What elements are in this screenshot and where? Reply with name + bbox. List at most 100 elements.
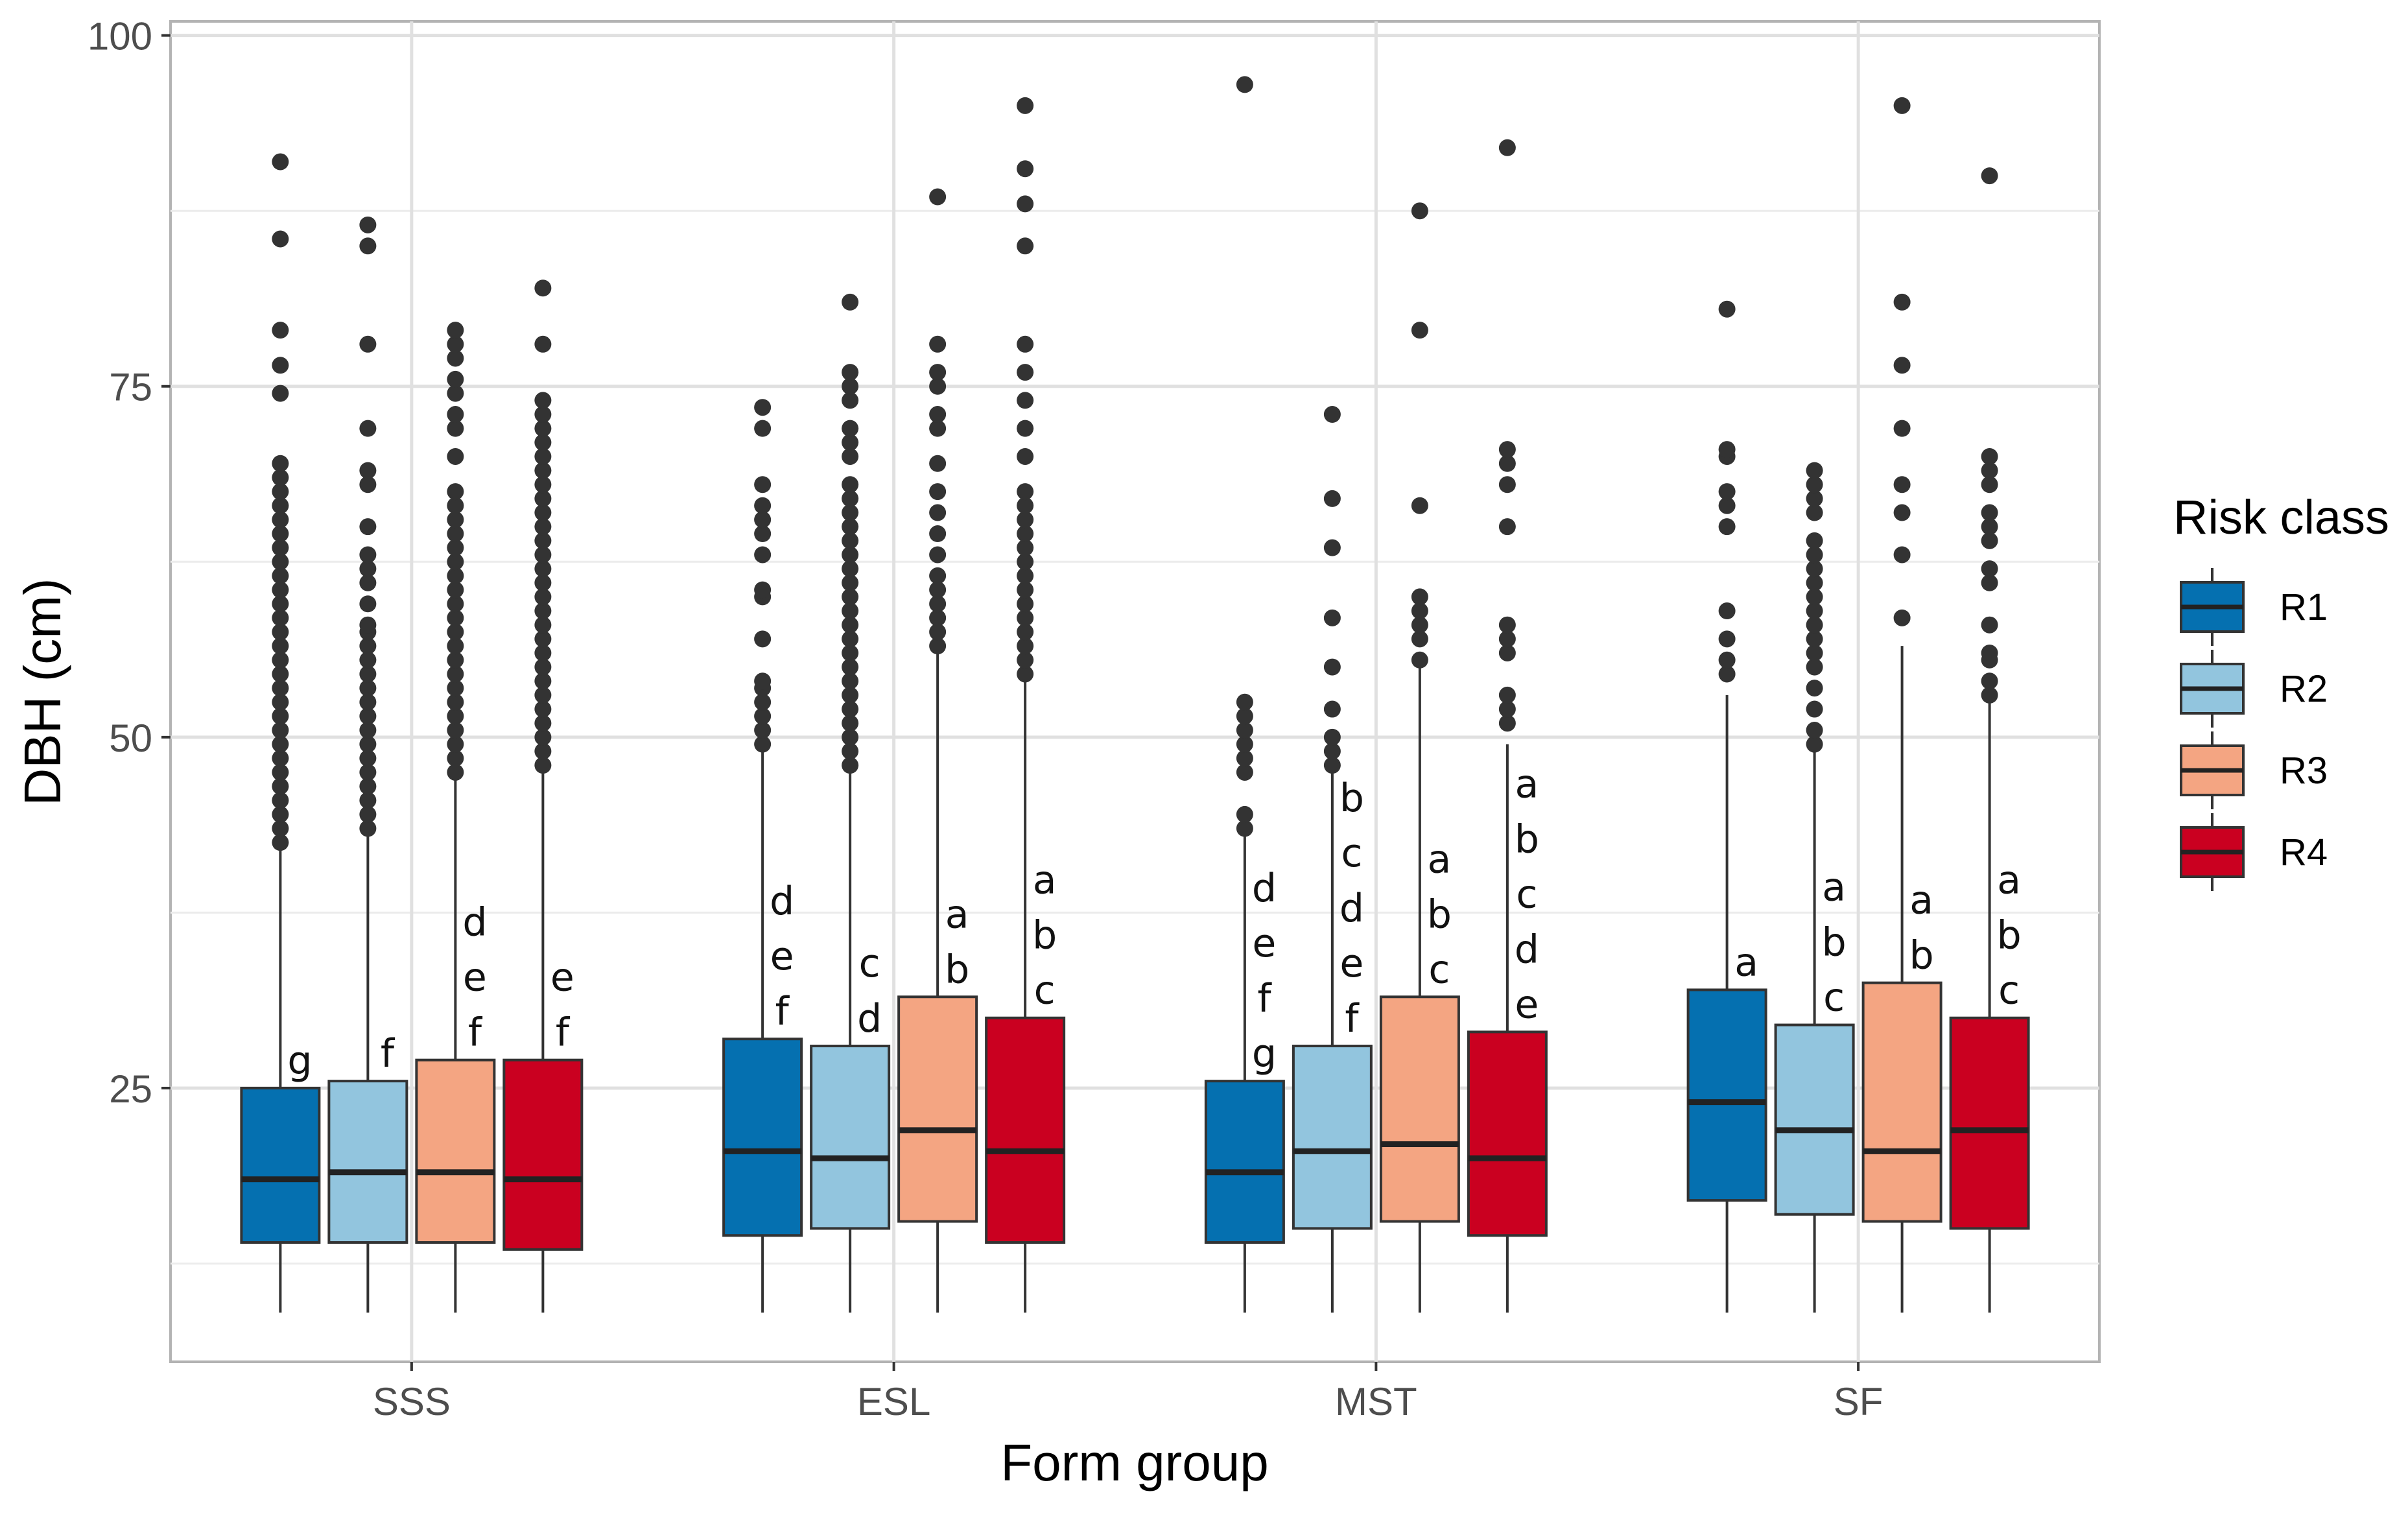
outlier-point	[1498, 644, 1516, 661]
outlier-point	[842, 490, 859, 507]
y-axis-ticks: 25 50 75 100	[88, 15, 171, 1111]
outlier-point	[1498, 630, 1516, 648]
outlier-point	[447, 750, 464, 767]
box-body	[1467, 1030, 1548, 1237]
outlier-point	[534, 532, 552, 549]
outlier-point	[1718, 665, 1736, 683]
outlier-point	[1323, 728, 1341, 746]
significance-letter: e	[1340, 941, 1363, 986]
outlier-point	[842, 644, 859, 661]
outlier-point	[359, 574, 377, 591]
box-body	[240, 1086, 321, 1244]
outlier-point	[842, 392, 859, 409]
outlier-point	[359, 680, 377, 697]
outlier-point	[1981, 167, 1998, 185]
outlier-point	[1017, 567, 1034, 584]
significance-letter: b	[1515, 816, 1539, 862]
legend: Risk class R1 R2 R3 R4	[2173, 490, 2389, 891]
outlier-point	[447, 420, 464, 437]
outlier-point	[1498, 455, 1516, 472]
outlier-point	[272, 722, 289, 739]
outlier-point	[1017, 539, 1034, 556]
outlier-point	[272, 525, 289, 543]
outlier-point	[929, 637, 947, 655]
outlier-point	[842, 518, 859, 536]
outlier-point	[929, 377, 947, 395]
outlier-point	[1806, 602, 1823, 620]
outlier-point	[534, 742, 552, 760]
outlier-point	[1806, 588, 1823, 606]
outlier-point	[1017, 511, 1034, 528]
outlier-point	[1806, 630, 1823, 648]
outlier-point	[272, 805, 289, 823]
outlier-point	[929, 364, 947, 381]
outlier-point	[842, 715, 859, 732]
outlier-point	[842, 293, 859, 311]
outlier-point	[534, 406, 552, 423]
outlier-point	[272, 651, 289, 669]
outlier-point	[1323, 609, 1341, 626]
significance-letter: a	[1997, 858, 2021, 903]
grid-lines	[171, 21, 2099, 1362]
significance-letter: a	[945, 892, 969, 937]
significance-letter: f	[775, 989, 790, 1034]
outlier-point	[272, 230, 289, 248]
outlier-point	[842, 560, 859, 578]
significance-letter: c	[1516, 872, 1537, 917]
outlier-point	[1017, 195, 1034, 213]
outlier-point	[1893, 420, 1911, 437]
outlier-point	[359, 595, 377, 613]
outlier-point	[929, 420, 947, 437]
significance-letter: g	[1252, 1031, 1277, 1076]
outlier-point	[272, 455, 289, 472]
outlier-point	[929, 406, 947, 423]
outlier-point	[1017, 637, 1034, 655]
outlier-point	[929, 595, 947, 613]
outlier-point	[359, 560, 377, 578]
outlier-point	[842, 700, 859, 718]
outlier-point	[272, 707, 289, 725]
outlier-point	[534, 447, 552, 465]
outlier-point	[1718, 518, 1736, 536]
outlier-point	[359, 420, 377, 437]
outlier-point	[754, 630, 772, 648]
outlier-point	[1498, 686, 1516, 704]
outlier-point	[272, 511, 289, 528]
outlier-point	[359, 763, 377, 781]
box-ESL-R2: cd	[810, 293, 891, 1313]
outlier-point	[447, 735, 464, 753]
box-body	[1774, 1023, 1855, 1216]
outlier-point	[754, 476, 772, 493]
outlier-point	[1236, 750, 1253, 767]
box-ESL-R1: def	[722, 399, 803, 1313]
outlier-point	[842, 672, 859, 690]
outlier-point	[447, 370, 464, 388]
significance-letter: d	[857, 996, 882, 1041]
outlier-point	[359, 518, 377, 536]
outlier-point	[1718, 497, 1736, 514]
outlier-point	[754, 511, 772, 528]
outlier-point	[447, 722, 464, 739]
significance-letter: a	[1033, 858, 1057, 903]
outlier-point	[1323, 658, 1341, 676]
x-tick-label: ESL	[857, 1380, 930, 1423]
outlier-point	[1806, 735, 1823, 753]
outlier-point	[1893, 476, 1911, 493]
outlier-point	[1893, 609, 1911, 626]
outlier-point	[1323, 490, 1341, 507]
box-body	[1292, 1045, 1373, 1230]
outlier-point	[1806, 700, 1823, 718]
box-body	[985, 1016, 1066, 1244]
outlier-point	[272, 553, 289, 571]
outlier-point	[359, 750, 377, 767]
outlier-point	[1236, 693, 1253, 711]
significance-letter: e	[550, 955, 574, 1001]
outlier-point	[1017, 237, 1034, 255]
outlier-point	[1806, 574, 1823, 591]
outlier-point	[447, 680, 464, 697]
significance-letter: c	[1034, 968, 1056, 1014]
outlier-point	[1981, 447, 1998, 465]
outlier-point	[534, 728, 552, 746]
outlier-point	[1718, 602, 1736, 620]
